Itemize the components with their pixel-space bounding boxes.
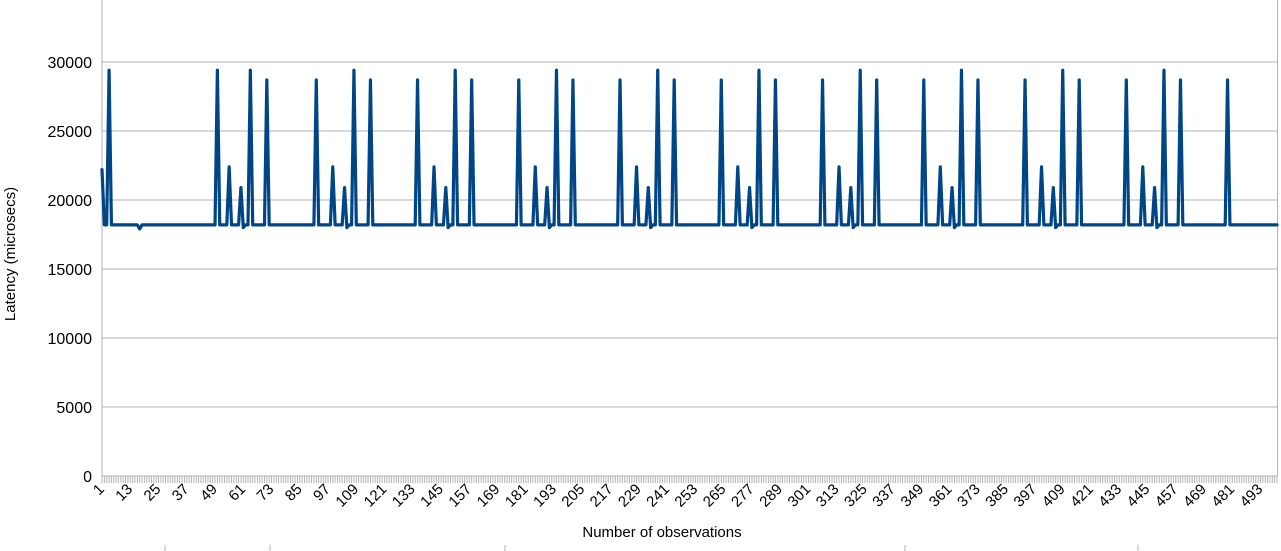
x-tick-label: 217 xyxy=(587,481,617,511)
gridlines xyxy=(102,61,1277,408)
x-tick-label: 97 xyxy=(310,481,334,505)
x-tick-label: 157 xyxy=(445,481,475,511)
x-tick-label: 385 xyxy=(982,481,1012,511)
y-tick-label: 25000 xyxy=(48,124,93,141)
x-tick-label: 109 xyxy=(332,481,362,511)
x-tick-label: 361 xyxy=(926,481,956,511)
x-tick-label: 169 xyxy=(474,481,504,511)
x-tick-label: 25 xyxy=(141,481,165,505)
x-tick-label: 397 xyxy=(1011,481,1041,511)
y-tick-label: 10000 xyxy=(48,331,93,348)
x-tick-label: 337 xyxy=(869,481,899,511)
plot-area xyxy=(100,68,1279,231)
x-tick-label: 145 xyxy=(417,481,447,511)
x-tick-label: 433 xyxy=(1095,481,1125,511)
x-tick-label: 241 xyxy=(643,481,673,511)
x-tick-label: 409 xyxy=(1039,481,1069,511)
y-tick-label: 15000 xyxy=(48,262,93,279)
y-axis: 0 5000 10000 15000 20000 25000 30000 xyxy=(48,0,1278,486)
x-tick-label: 289 xyxy=(756,481,786,511)
x-tick-label: 133 xyxy=(389,481,419,511)
x-tick-label: 445 xyxy=(1124,481,1154,511)
x-tick-label: 481 xyxy=(1208,481,1238,511)
x-tick-label: 37 xyxy=(169,481,193,505)
x-tick-label: 313 xyxy=(813,481,843,511)
x-tick-label: 121 xyxy=(361,481,391,511)
x-tick-label: 421 xyxy=(1067,481,1097,511)
y-axis-title: Latency (microsecs) xyxy=(2,187,19,321)
y-tick-label: 0 xyxy=(83,469,92,486)
series-line xyxy=(100,68,1279,231)
x-tick-label: 265 xyxy=(700,481,730,511)
x-tick-label: 469 xyxy=(1180,481,1210,511)
y-tick-label: 30000 xyxy=(48,55,93,72)
x-tick-label: 61 xyxy=(225,481,249,505)
x-tick-label: 301 xyxy=(785,481,815,511)
x-tick-label: 457 xyxy=(1152,481,1182,511)
x-tick-label: 229 xyxy=(615,481,645,511)
y-tick-label: 20000 xyxy=(48,193,93,210)
x-tick-label: 373 xyxy=(954,481,984,511)
x-axis-title: Number of observations xyxy=(582,524,741,541)
x-tick-label: 253 xyxy=(671,481,701,511)
x-tick-label: 1 xyxy=(90,481,108,499)
x-tick-label: 49 xyxy=(197,481,221,505)
x-tick-label: 193 xyxy=(530,481,560,511)
x-tick-label: 181 xyxy=(502,481,532,511)
x-tick-label: 205 xyxy=(558,481,588,511)
x-tick-label: 13 xyxy=(112,481,136,505)
x-tick-label: 73 xyxy=(254,481,278,505)
y-tick-label: 5000 xyxy=(56,400,92,417)
x-tick-label: 325 xyxy=(841,481,871,511)
x-tick-label: 493 xyxy=(1237,481,1267,511)
x-tick-label: 349 xyxy=(898,481,928,511)
x-tick-label: 85 xyxy=(282,481,306,505)
x-tick-label: 277 xyxy=(728,481,758,511)
